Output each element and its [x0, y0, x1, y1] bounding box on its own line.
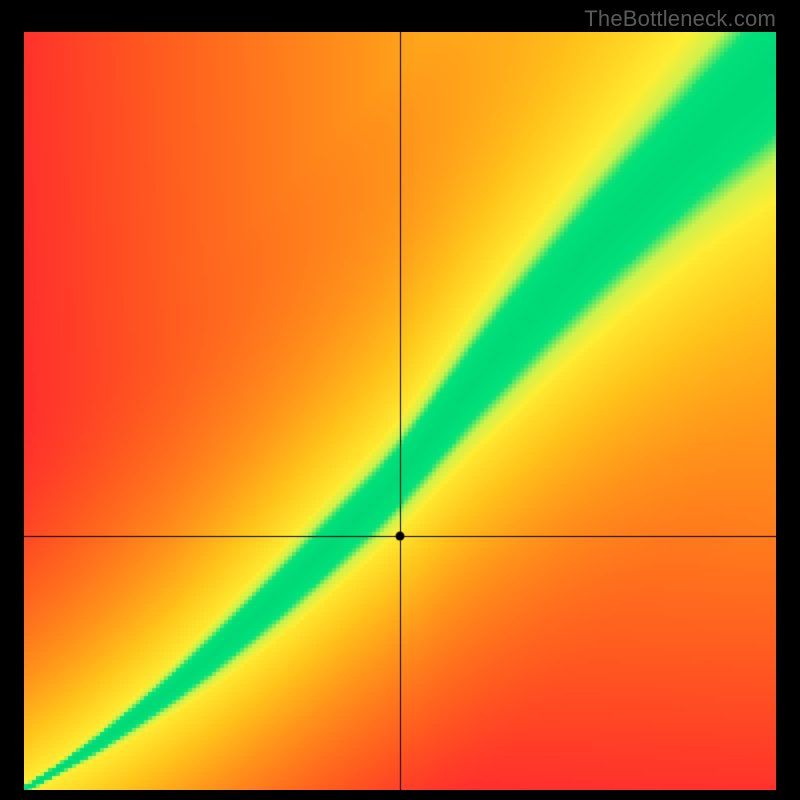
heatmap-chart: [24, 32, 776, 790]
watermark-text: TheBottleneck.com: [584, 6, 776, 32]
